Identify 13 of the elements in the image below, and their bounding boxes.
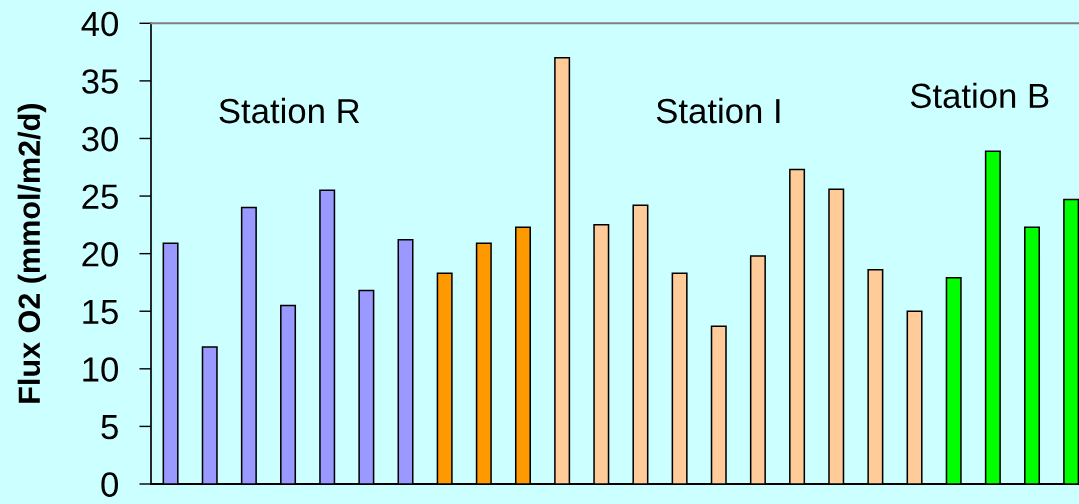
annotation: Station R [219, 97, 360, 124]
annotation: Station I [656, 97, 780, 124]
annotation: Station B [910, 82, 1049, 109]
y-tick-label: 40 [81, 11, 118, 37]
y-tick-label: 35 [82, 69, 118, 94]
y-tick-label: 15 [83, 299, 118, 325]
y-tick-label: 5 [101, 415, 118, 440]
y-tick-label: 20 [82, 241, 118, 267]
y-tick-label: 30 [82, 126, 118, 152]
y-tick-label: 0 [101, 472, 118, 497]
y-axis-title: Flux O2 (mmol/m2/d) [17, 104, 47, 403]
y-tick-label: 10 [83, 357, 118, 382]
y-tick-label: 25 [82, 184, 118, 209]
